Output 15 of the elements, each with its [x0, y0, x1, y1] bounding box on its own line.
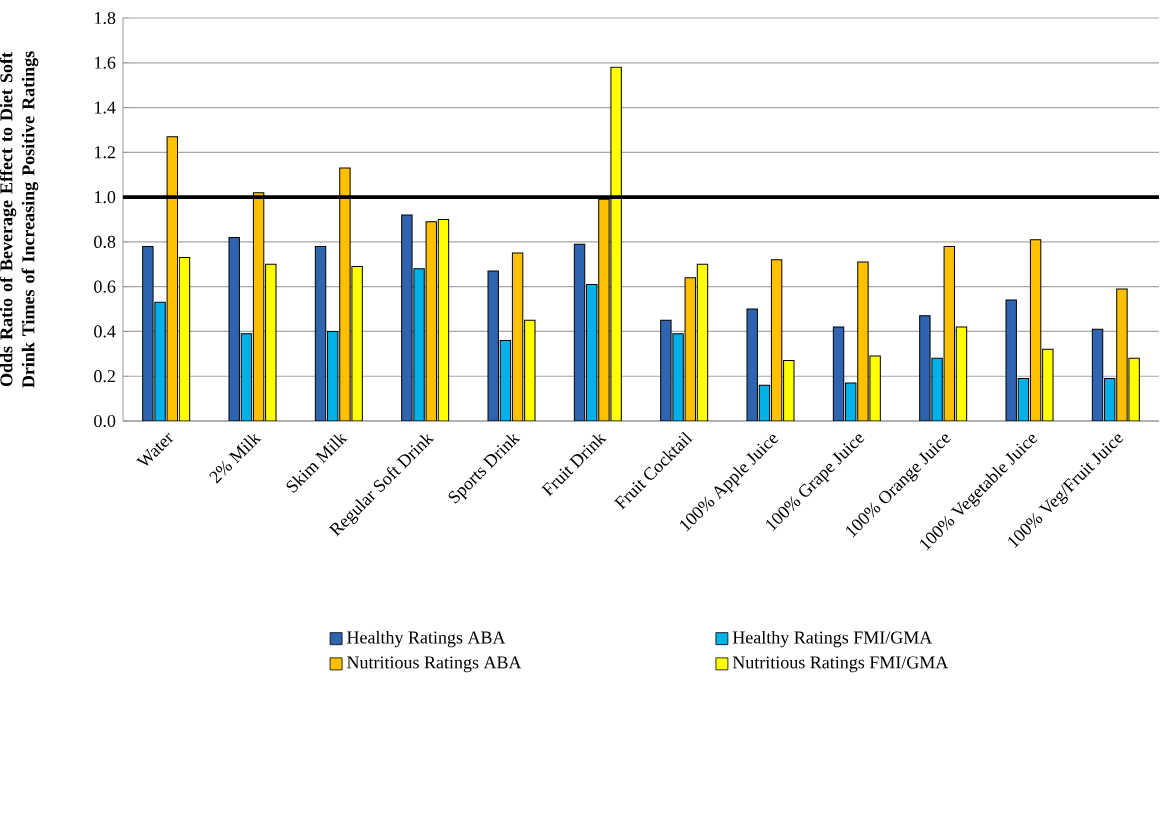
y-tick-label: 0.8: [94, 235, 116, 249]
y-tick-label: 0.6: [94, 280, 116, 293]
legend-label: Nutritious Ratings ABA: [347, 656, 522, 673]
y-tick-label: 1.8: [95, 11, 116, 25]
legend-label: Healthy Ratings FMI/GMA: [732, 630, 933, 648]
y-tick-label: 0.0: [94, 414, 116, 428]
y-tick-label: 0.2: [94, 370, 115, 383]
y-tick-label: 1.0: [95, 191, 116, 204]
legend-label: Nutritious Ratings FMI/GMA: [732, 656, 949, 673]
y-tick-label: 1.6: [95, 56, 116, 69]
y-tick-label: 1.2: [95, 146, 115, 159]
legend-label: Healthy Ratings ABA: [347, 630, 506, 648]
y-tick-label: 0.4: [94, 325, 116, 338]
y-tick-label: 1.4: [95, 101, 116, 114]
y-axis-title: Odds Ratio of Beverage Effect to Diet Soft Drink Times of Increasing Positive Ratings: [0, 51, 39, 388]
